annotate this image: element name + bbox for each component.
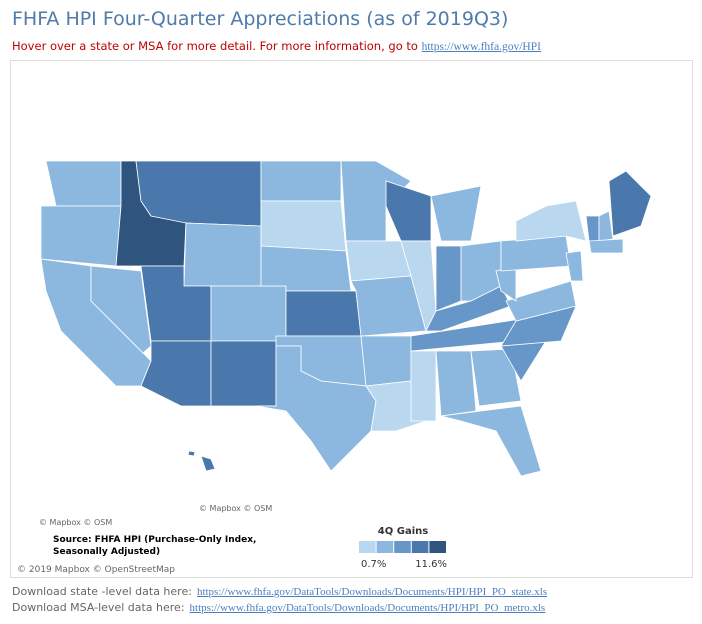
states[interactable] xyxy=(40,160,652,477)
legend-title: 4Q Gains xyxy=(378,526,428,537)
download-link[interactable]: https://www.fhfa.gov/DataTools/Downloads… xyxy=(196,586,548,598)
subtitle-text: Hover over a state or MSA for more detai… xyxy=(12,39,418,53)
attribution: © Mapbox © OSM xyxy=(199,504,272,513)
source-box: Source: FHFA HPI (Purchase-Only Index, S… xyxy=(53,535,257,557)
legend-swatch xyxy=(394,541,411,553)
source: Source: FHFA HPI (Purchase-Only Index, S… xyxy=(53,535,257,557)
map-frame: © Mapbox © OSM © Mapbox © OSM © 2019 Map… xyxy=(10,60,693,578)
subtitle: Hover over a state or MSA for more detai… xyxy=(12,39,541,53)
download-line: Download MSA-level data here: https://www… xyxy=(12,601,545,614)
attribution: © 2019 Mapbox © OpenStreetMap xyxy=(17,565,175,575)
hpi-link[interactable]: https://www.fhfa.gov/HPI xyxy=(421,41,541,53)
attribution: © Mapbox © OSM xyxy=(39,518,112,527)
download-link[interactable]: https://www.fhfa.gov/DataTools/Downloads… xyxy=(189,602,546,614)
legend-swatch xyxy=(411,541,429,553)
legend-swatch xyxy=(376,541,394,553)
title: FHFA HPI Four-Quarter Appreciations (as … xyxy=(12,8,509,30)
legend-swatches xyxy=(359,541,446,553)
map: © Mapbox © OSM © Mapbox © OSM © 2019 Map… xyxy=(17,160,652,575)
legend-min: 0.7% xyxy=(361,559,386,570)
download-text: Download state -level data here: xyxy=(12,585,192,598)
download-text: Download MSA-level data here: xyxy=(12,601,185,614)
legend-swatch xyxy=(429,541,446,553)
legend-swatch xyxy=(359,541,376,553)
legend-max: 11.6% xyxy=(415,559,447,570)
download-line: Download state -level data here: https://… xyxy=(12,585,547,598)
